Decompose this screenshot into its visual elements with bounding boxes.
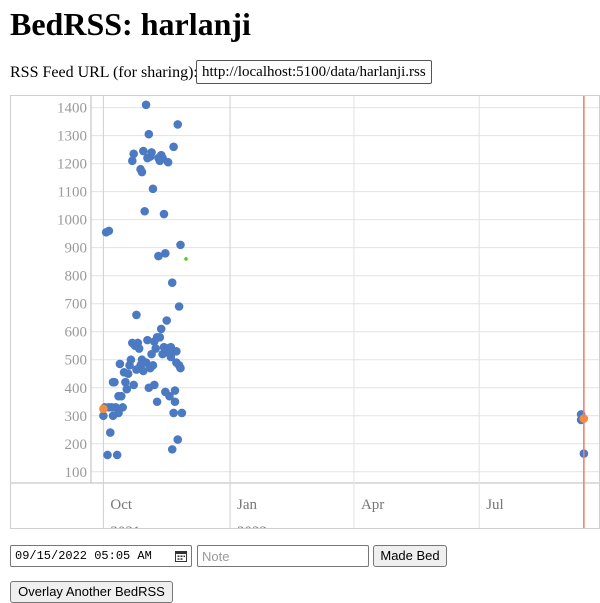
main-data-point [155, 333, 165, 342]
calendar-icon[interactable] [175, 550, 187, 562]
main-data-point [132, 310, 141, 320]
main-data-point [177, 408, 187, 418]
note-input[interactable] [197, 545, 369, 567]
main-data-point [126, 355, 136, 365]
main-data-point [162, 316, 172, 325]
x-tick-year-label: 2022 [237, 524, 267, 528]
main-data-point [122, 384, 132, 394]
main-data-point [105, 428, 115, 437]
main-data-point [165, 391, 174, 401]
main-data-point [150, 380, 159, 390]
highlight-data-point [99, 404, 108, 414]
x-tick-label: Jul [486, 497, 504, 513]
main-data-point [166, 352, 176, 362]
rss-feed-label: RSS Feed URL (for sharing): [10, 64, 198, 81]
y-tick-label: 300 [65, 409, 88, 425]
main-data-point [169, 408, 178, 418]
main-data-point [161, 248, 170, 258]
y-tick-label: 1100 [58, 185, 87, 201]
y-tick-label: 1200 [57, 157, 87, 173]
main-data-point [128, 156, 137, 166]
main-data-point [147, 148, 156, 157]
main-data-point [159, 209, 169, 219]
main-data-point [173, 120, 183, 129]
x-tick-label: Oct [110, 497, 132, 513]
main-data-point [176, 363, 185, 373]
main-data-point [173, 435, 183, 444]
main-data-point [170, 397, 180, 407]
main-data-point [170, 386, 180, 395]
main-data-point [143, 335, 152, 345]
main-data-point [148, 184, 158, 194]
main-data-point [112, 450, 122, 460]
chart-canvas[interactable]: 100 200 300 400 500 600 700 800 900 1000 1100 1200 1… [11, 96, 599, 528]
y-tick-label: 1400 [57, 101, 87, 117]
datetime-input[interactable]: 09/15/2022 05:05 AM [10, 545, 192, 567]
y-tick-label: 600 [65, 325, 88, 341]
main-data-point [154, 251, 163, 261]
main-data-point [148, 361, 158, 370]
main-data-point [140, 206, 149, 216]
main-data-point [129, 149, 138, 159]
main-data-point [151, 344, 161, 353]
main-data-point [137, 167, 147, 177]
y-tick-label: 1000 [57, 213, 87, 229]
y-tick-label: 100 [65, 465, 88, 481]
main-data-point [167, 278, 177, 287]
main-data-point [116, 391, 126, 401]
main-data-point [172, 347, 181, 356]
main-data-point [139, 146, 148, 156]
x-tick-year-label: 2021 [110, 524, 140, 528]
main-data-point [167, 445, 177, 454]
main-data-point [134, 344, 144, 353]
y-tick-label: 900 [65, 241, 88, 257]
main-data-point [141, 100, 151, 110]
main-data-point [156, 324, 166, 334]
main-data-point [144, 129, 154, 139]
y-tick-label: 400 [65, 381, 88, 397]
main-data-point [163, 157, 173, 167]
y-tick-label: 500 [65, 353, 88, 369]
page-title: BedRSS: harlanji [10, 6, 251, 42]
main-data-point [121, 377, 130, 387]
main-data-point [103, 450, 112, 460]
x-tick-label: Apr [361, 497, 384, 513]
main-data-point [129, 380, 138, 390]
made-bed-button[interactable]: Made Bed [373, 545, 447, 567]
main-data-point [99, 411, 108, 421]
main-data-point [123, 369, 133, 379]
y-tick-label: 200 [65, 437, 88, 453]
small-data-point [184, 257, 188, 261]
x-tick-label: Jan [237, 497, 257, 513]
main-data-point [152, 397, 162, 407]
y-tick-label: 800 [65, 269, 88, 285]
main-data-point [118, 403, 127, 412]
rss-feed-url[interactable]: http://localhost:5100/data/harlanji.rss [196, 60, 432, 84]
y-tick-label: 1300 [57, 129, 87, 145]
datetime-value: 09/15/2022 05:05 AM [15, 549, 152, 563]
main-data-point [115, 359, 125, 369]
main-data-point [174, 302, 184, 311]
sleep-chart[interactable]: 100 200 300 400 500 600 700 800 900 1000 1100 1200 1… [10, 95, 600, 529]
main-data-point [169, 142, 178, 152]
main-data-point [176, 240, 185, 250]
y-tick-label: 700 [65, 297, 88, 313]
main-data-point [139, 366, 148, 376]
main-data-point [104, 226, 114, 236]
main-data-point [110, 377, 119, 387]
